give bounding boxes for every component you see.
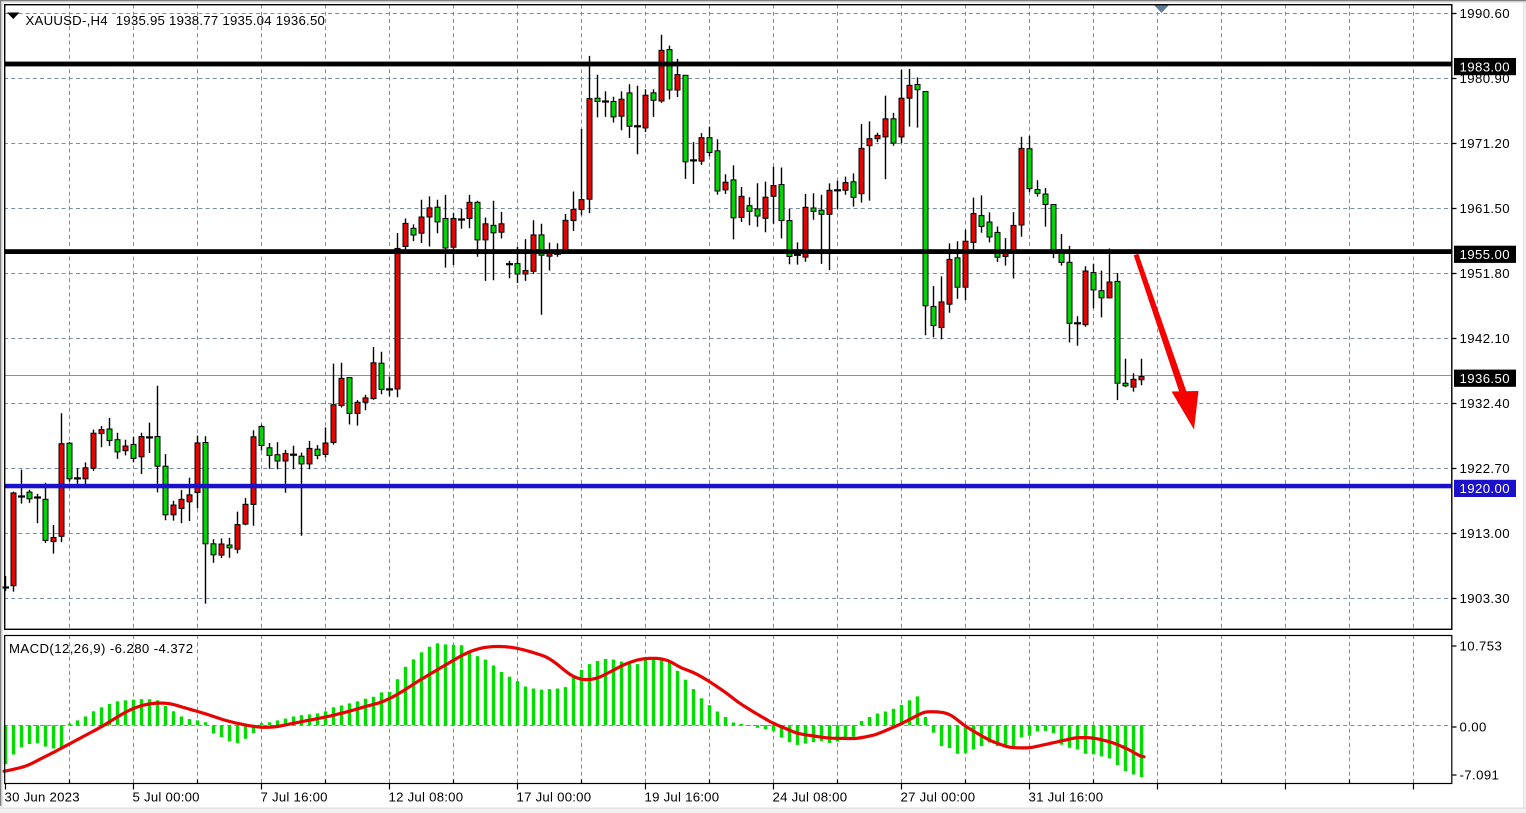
svg-text:0.00: 0.00 — [1460, 720, 1487, 735]
svg-text:XAUUSD-,H4 1935.95 1938.77 19: XAUUSD-,H4 1935.95 1938.77 1935.04 1936.… — [26, 13, 326, 28]
svg-text:1903.30: 1903.30 — [1460, 591, 1510, 606]
svg-text:31 Jul 16:00: 31 Jul 16:00 — [1029, 790, 1104, 805]
svg-text:1932.40: 1932.40 — [1460, 396, 1510, 411]
svg-text:7 Jul 16:00: 7 Jul 16:00 — [261, 790, 328, 805]
svg-text:1936.50: 1936.50 — [1460, 371, 1510, 386]
svg-text:1983.00: 1983.00 — [1460, 59, 1510, 74]
svg-text:1920.00: 1920.00 — [1460, 481, 1510, 496]
svg-text:1942.10: 1942.10 — [1460, 331, 1510, 346]
svg-text:19 Jul 16:00: 19 Jul 16:00 — [645, 790, 720, 805]
svg-text:1961.50: 1961.50 — [1460, 201, 1510, 216]
svg-text:27 Jul 00:00: 27 Jul 00:00 — [901, 790, 976, 805]
svg-text:30 Jun 2023: 30 Jun 2023 — [5, 790, 80, 805]
svg-text:24 Jul 08:00: 24 Jul 08:00 — [773, 790, 848, 805]
svg-text:10.753: 10.753 — [1460, 639, 1503, 654]
svg-text:12 Jul 08:00: 12 Jul 08:00 — [389, 790, 464, 805]
svg-text:17 Jul 00:00: 17 Jul 00:00 — [517, 790, 592, 805]
svg-text:1955.00: 1955.00 — [1460, 247, 1510, 262]
svg-text:MACD(12,26,9) -6.280 -4.372: MACD(12,26,9) -6.280 -4.372 — [9, 641, 194, 656]
svg-text:1951.80: 1951.80 — [1460, 266, 1510, 281]
svg-text:-7.091: -7.091 — [1460, 768, 1500, 783]
svg-text:1922.70: 1922.70 — [1460, 461, 1510, 476]
svg-text:1913.00: 1913.00 — [1460, 526, 1510, 541]
svg-text:1971.20: 1971.20 — [1460, 136, 1510, 151]
svg-text:5 Jul 00:00: 5 Jul 00:00 — [133, 790, 200, 805]
svg-text:1990.60: 1990.60 — [1460, 6, 1510, 21]
